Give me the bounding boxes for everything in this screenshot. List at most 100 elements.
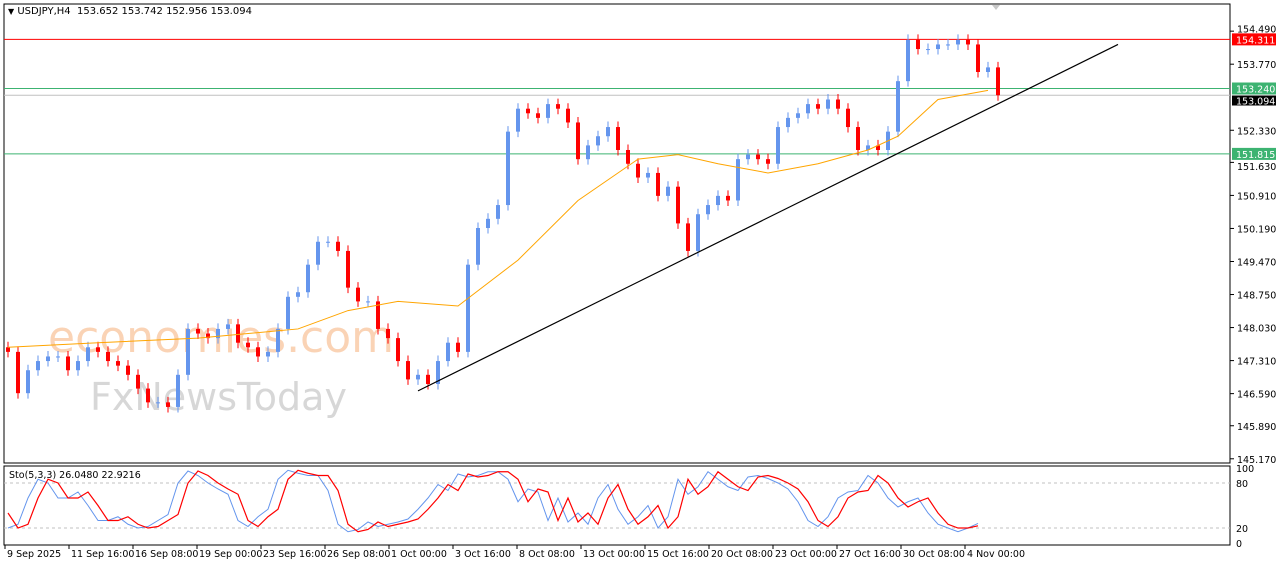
candle-body [436, 361, 440, 384]
x-tick-label: 3 Oct 16:00 [455, 549, 511, 560]
candle-body [726, 195, 730, 201]
candle-body [696, 214, 700, 251]
candle-body [976, 44, 980, 72]
y-tick-label: 153.770 [1237, 60, 1276, 71]
candle-body [706, 205, 710, 215]
candle-body [36, 361, 40, 371]
candle-body [746, 154, 750, 160]
candle-body [26, 370, 30, 394]
triangle-down-icon[interactable]: ▼ [8, 7, 15, 16]
x-tick-label: 13 Oct 00:00 [583, 549, 645, 560]
x-tick-label: 15 Oct 16:00 [647, 549, 709, 560]
watermark: economies.com FxNewsToday [48, 312, 394, 419]
level-price-label: 151.815 [1236, 150, 1275, 161]
candles [6, 34, 1000, 413]
candle-body [836, 99, 840, 109]
candle-body [526, 108, 530, 114]
ohlc-values: 153.652 153.742 152.956 153.094 [77, 6, 252, 17]
stochastic-tick-label: 0 [1236, 539, 1242, 550]
candle-body [756, 154, 760, 160]
level-price-tag [1232, 147, 1276, 160]
candle-body [6, 347, 10, 352]
candle-body [356, 287, 360, 302]
y-tick-label: 145.170 [1237, 455, 1276, 466]
overlays [7, 43, 1119, 392]
x-tick-label: 20 Oct 08:00 [711, 549, 773, 560]
watermark-fxnewstoday: FxNewsToday [90, 375, 347, 419]
candle-body [736, 159, 740, 201]
candle-body [556, 104, 560, 109]
x-tick-label: 30 Oct 08:00 [903, 549, 965, 560]
candle-body [286, 296, 290, 329]
chart-header: ▼ USDJPY,H4 153.652 153.742 152.956 153.… [8, 6, 252, 17]
candle-body [876, 145, 880, 150]
candle-body [136, 374, 140, 389]
candle-body [966, 39, 970, 45]
x-tick-label: 27 Oct 16:00 [839, 549, 901, 560]
stochastic-lines: 100 80 20 0 [4, 464, 1254, 550]
x-tick-label: 26 Sep 08:00 [327, 549, 390, 560]
level-price-tag [1232, 82, 1276, 95]
candle-body [786, 117, 790, 128]
shift-marker-icon[interactable] [992, 5, 1000, 10]
candle-body [956, 39, 960, 45]
candle-body [496, 205, 500, 219]
trendline[interactable] [417, 43, 1119, 392]
candle-body [396, 338, 400, 362]
candle-body [486, 218, 490, 228]
candle-body [796, 113, 800, 118]
candle-body [986, 67, 990, 72]
candle-body [646, 172, 650, 178]
stochastic-tick-label: 80 [1236, 479, 1248, 490]
time-axis: 9 Sep 2025 11 Sep 16:00 16 Sep 08:00 19 Sep… [4, 545, 1025, 560]
candle-body [676, 186, 680, 224]
candle-body [776, 127, 780, 164]
candle-body [916, 39, 920, 50]
x-tick-label: 16 Sep 08:00 [135, 549, 198, 560]
candle-body [416, 374, 420, 380]
candle-body [266, 351, 270, 357]
candle-body [906, 39, 910, 82]
candle-body [606, 127, 610, 137]
candle-body [546, 104, 550, 118]
candle-body [666, 186, 670, 196]
candle-body [346, 250, 350, 288]
main-panel-frame [3, 3, 1231, 464]
candle-body [476, 227, 480, 265]
candle-body [336, 241, 340, 251]
candle-body [166, 402, 170, 407]
x-tick-label: 23 Sep 16:00 [263, 549, 326, 560]
candle-body [56, 356, 60, 358]
candle-body [176, 374, 180, 407]
y-tick-label: 148.750 [1237, 291, 1276, 302]
x-tick-label: 1 Oct 00:00 [391, 549, 447, 560]
candle-body [156, 402, 160, 404]
candle-body [626, 149, 630, 164]
candle-body [826, 99, 830, 109]
stochastic-tick-label: 20 [1236, 524, 1248, 535]
x-tick-label: 23 Oct 00:00 [775, 549, 837, 560]
candle-body [86, 347, 90, 362]
candle-body [186, 328, 190, 375]
candle-body [96, 347, 100, 352]
candle-body [326, 241, 330, 243]
candle-body [106, 351, 110, 362]
candle-body [806, 104, 810, 114]
candle-body [126, 365, 130, 375]
candle-body [206, 333, 210, 339]
level-price-label: 153.240 [1236, 85, 1275, 96]
candle-body [116, 361, 120, 366]
candle-body [516, 108, 520, 132]
candle-body [866, 145, 870, 150]
y-tick-label: 146.590 [1237, 390, 1276, 401]
candle-body [276, 328, 280, 352]
candle-body [766, 159, 770, 164]
y-tick-label: 150.910 [1237, 191, 1276, 202]
stochastic-label: Sto(5,3,3) 26.0480 22.9216 [9, 470, 141, 481]
candle-body [256, 347, 260, 357]
price-axis: 153.094 154.490 153.770 152.330 151.630 150.9… [1230, 24, 1276, 466]
candle-body [636, 163, 640, 178]
stochastic-panel-frame [3, 465, 1231, 546]
